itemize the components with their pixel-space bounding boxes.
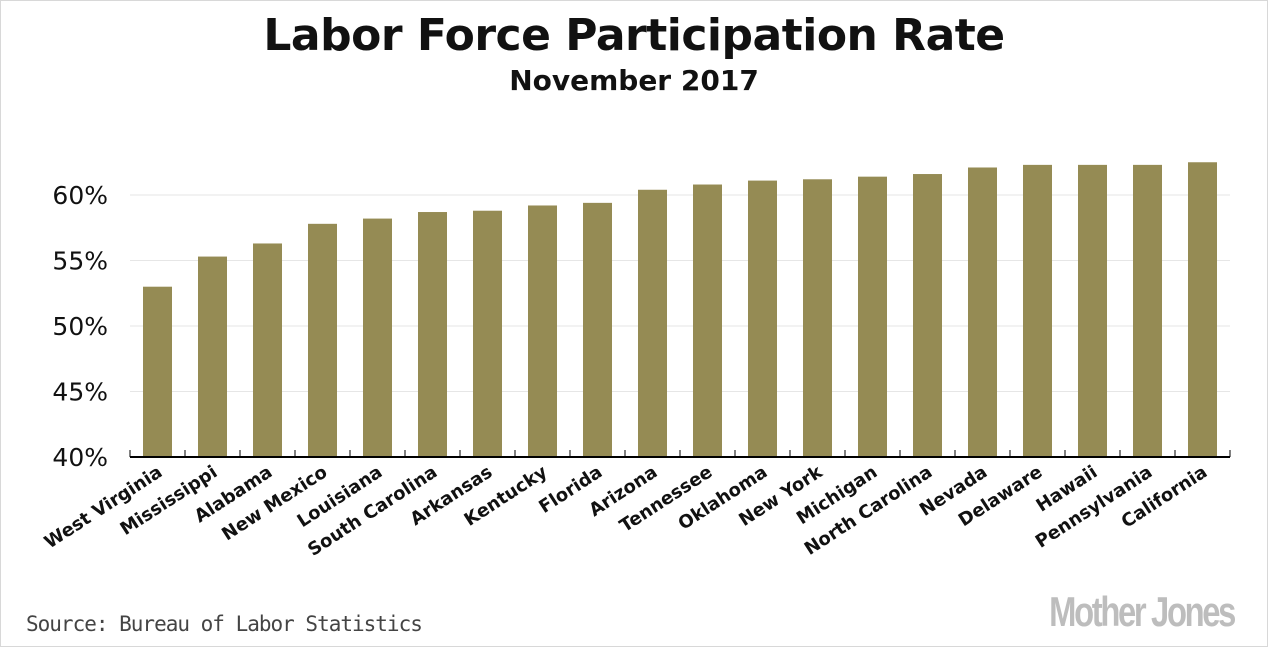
- bar: [1133, 164, 1162, 457]
- bar: [1188, 162, 1217, 457]
- y-tick-label: 40%: [52, 443, 108, 472]
- y-tick-label: 45%: [52, 378, 108, 407]
- bar: [638, 189, 667, 457]
- bar: [143, 286, 172, 457]
- bar: [748, 180, 777, 457]
- y-tick-label: 50%: [52, 312, 108, 341]
- bar: [968, 167, 997, 458]
- y-tick-label: 55%: [52, 247, 108, 276]
- bar: [363, 218, 392, 457]
- source-note: Source: Bureau of Labor Statistics: [26, 612, 423, 636]
- bar: [418, 212, 447, 457]
- bar: [308, 223, 337, 457]
- bar: [1078, 164, 1107, 457]
- bar: [528, 205, 557, 457]
- bar: [1023, 164, 1052, 457]
- y-tick-label: 60%: [52, 181, 108, 210]
- bar: [253, 243, 282, 457]
- bar: [473, 210, 502, 457]
- chart-title: Labor Force Participation Rate: [263, 10, 1005, 61]
- mother-jones-logo: Mother Jones: [1049, 588, 1236, 635]
- bar: [198, 256, 227, 457]
- bar: [693, 184, 722, 457]
- bar: [583, 202, 612, 457]
- bar: [803, 179, 832, 457]
- bar: [858, 176, 887, 457]
- bar: [913, 174, 942, 458]
- chart-subtitle: November 2017: [509, 64, 759, 97]
